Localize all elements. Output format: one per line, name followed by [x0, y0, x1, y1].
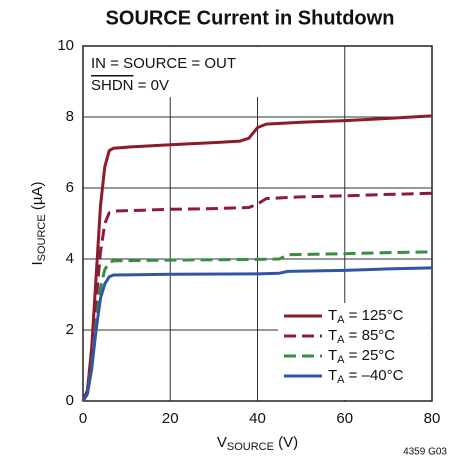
x-tick-label: 60 — [336, 410, 353, 427]
plot-frame — [82, 45, 433, 402]
legend-label-part: = –40°C — [345, 367, 404, 384]
annotation-part: = 0V — [134, 77, 169, 94]
legend-label-part: T — [328, 367, 337, 384]
legend-label-part: A — [337, 354, 345, 366]
x-tick-label: 20 — [162, 410, 179, 427]
legend-label-part: A — [337, 334, 345, 346]
legend-label: TA = 125°C — [328, 307, 404, 326]
annotation: SHDN = 0V — [91, 77, 169, 94]
legend-label-part: A — [337, 314, 345, 326]
series-line — [81, 114, 433, 402]
legend-label-part: A — [337, 374, 345, 386]
series-line — [81, 266, 433, 402]
y-tick-label: 10 — [57, 37, 74, 54]
y-axis-label-part: I — [29, 261, 46, 265]
x-tick-label: 40 — [249, 410, 266, 427]
y-tick-label: 6 — [66, 179, 74, 196]
x-tick-label: 80 — [424, 410, 441, 427]
x-tick-label: 0 — [79, 410, 87, 427]
x-axis-label-part: (V) — [274, 434, 298, 451]
y-tick-label: 8 — [66, 108, 74, 125]
x-axis-label: VSOURCE (V) — [217, 434, 298, 453]
legend-label: TA = 85°C — [328, 327, 395, 346]
legend-label-part: = 85°C — [345, 327, 396, 344]
y-tick-label: 0 — [66, 392, 74, 409]
legend-label: TA = 25°C — [328, 347, 395, 366]
legend-label-part: = 25°C — [345, 347, 396, 364]
y-axis-label: ISOURCE (µA) — [29, 181, 48, 265]
legend-label-part: = 125°C — [345, 307, 404, 324]
y-axis-label-part: (µA) — [29, 181, 46, 214]
series-line — [81, 250, 433, 402]
legend-box — [278, 303, 431, 400]
y-axis-label-part: SOURCE — [36, 214, 48, 261]
footnote: 4359 G03 — [403, 447, 447, 458]
legend-label-part: T — [328, 347, 337, 364]
legend-label: TA = –40°C — [328, 367, 404, 386]
y-tick-label: 2 — [66, 321, 74, 338]
x-axis-label-part: V — [217, 434, 227, 451]
annotation-box — [84, 47, 264, 97]
chart-title: SOURCE Current in Shutdown — [106, 7, 395, 29]
y-tick-label: 4 — [66, 250, 74, 267]
annotation: IN = SOURCE = OUT — [91, 55, 236, 72]
annotation-part: SHDN — [91, 77, 134, 94]
legend-label-part: T — [328, 307, 337, 324]
series-line — [81, 191, 433, 402]
x-axis-label-part: SOURCE — [227, 441, 274, 453]
legend-label-part: T — [328, 327, 337, 344]
